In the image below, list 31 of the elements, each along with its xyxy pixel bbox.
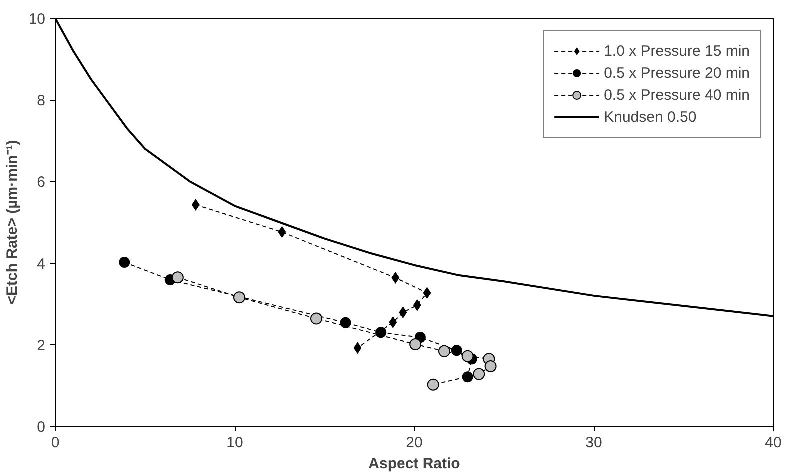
y-tick-label: 8 (37, 92, 46, 110)
point (310, 312, 322, 325)
point (438, 345, 450, 358)
x-tick-label: 20 (406, 434, 423, 452)
point (462, 350, 474, 362)
legend-label: 1.0 x Pressure 15 min (604, 42, 750, 60)
x-axis-title: Aspect Ratio (368, 456, 460, 472)
x-tick-label: 0 (51, 434, 60, 452)
x-tick-label: 10 (226, 434, 244, 452)
point (462, 372, 474, 383)
point (451, 345, 462, 356)
point (340, 317, 352, 328)
y-axis-title: <Etch Rate> (µm·min⁻¹) (4, 140, 21, 305)
point (410, 338, 422, 350)
point (233, 292, 246, 304)
y-tick-label: 6 (37, 174, 46, 192)
point (473, 368, 486, 380)
point (427, 378, 440, 391)
point (119, 256, 130, 268)
legend-label: 0.5 x Pressure 20 min (604, 64, 750, 82)
legend-label: Knudsen 0.50 (604, 108, 697, 126)
point (172, 272, 184, 284)
y-tick-label: 2 (37, 337, 46, 354)
y-tick-label: 0 (37, 419, 46, 436)
x-tick-label: 40 (765, 434, 782, 452)
point (376, 327, 387, 338)
point (484, 360, 497, 373)
y-tick-label: 4 (37, 256, 46, 273)
y-tick-label: 10 (28, 11, 46, 28)
x-tick-label: 30 (586, 434, 602, 452)
legend-label: 0.5 x Pressure 40 min (604, 86, 750, 104)
